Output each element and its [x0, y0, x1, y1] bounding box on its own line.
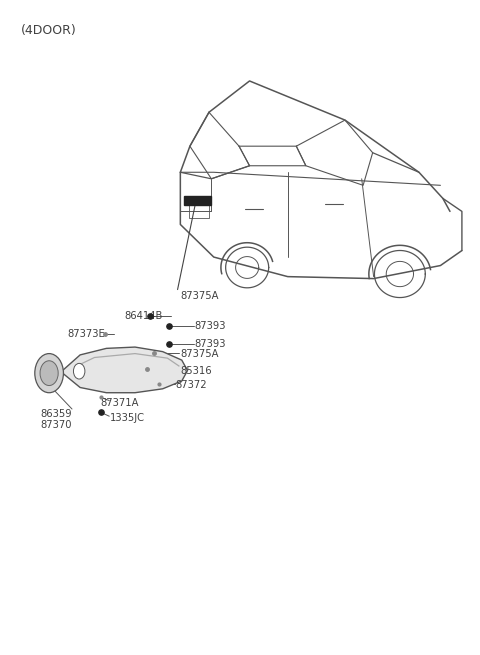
Text: 87370: 87370 — [40, 421, 72, 430]
Text: 86414B: 86414B — [124, 310, 163, 321]
Text: (4DOOR): (4DOOR) — [21, 24, 76, 37]
Circle shape — [35, 354, 63, 393]
Circle shape — [73, 364, 85, 379]
Text: 1335JC: 1335JC — [110, 413, 145, 422]
Text: 87375A: 87375A — [180, 348, 219, 358]
Polygon shape — [61, 347, 188, 393]
Text: 85316: 85316 — [180, 365, 212, 375]
Circle shape — [40, 361, 58, 386]
Text: 87371A: 87371A — [101, 398, 139, 407]
Text: 87372: 87372 — [176, 380, 207, 390]
Text: 87375A: 87375A — [180, 291, 219, 301]
Bar — [184, 196, 211, 205]
Text: 86359: 86359 — [40, 409, 72, 419]
Text: 87373E: 87373E — [67, 329, 105, 339]
Text: 87393: 87393 — [195, 320, 226, 331]
Bar — [189, 204, 209, 218]
Text: 87393: 87393 — [195, 339, 226, 349]
